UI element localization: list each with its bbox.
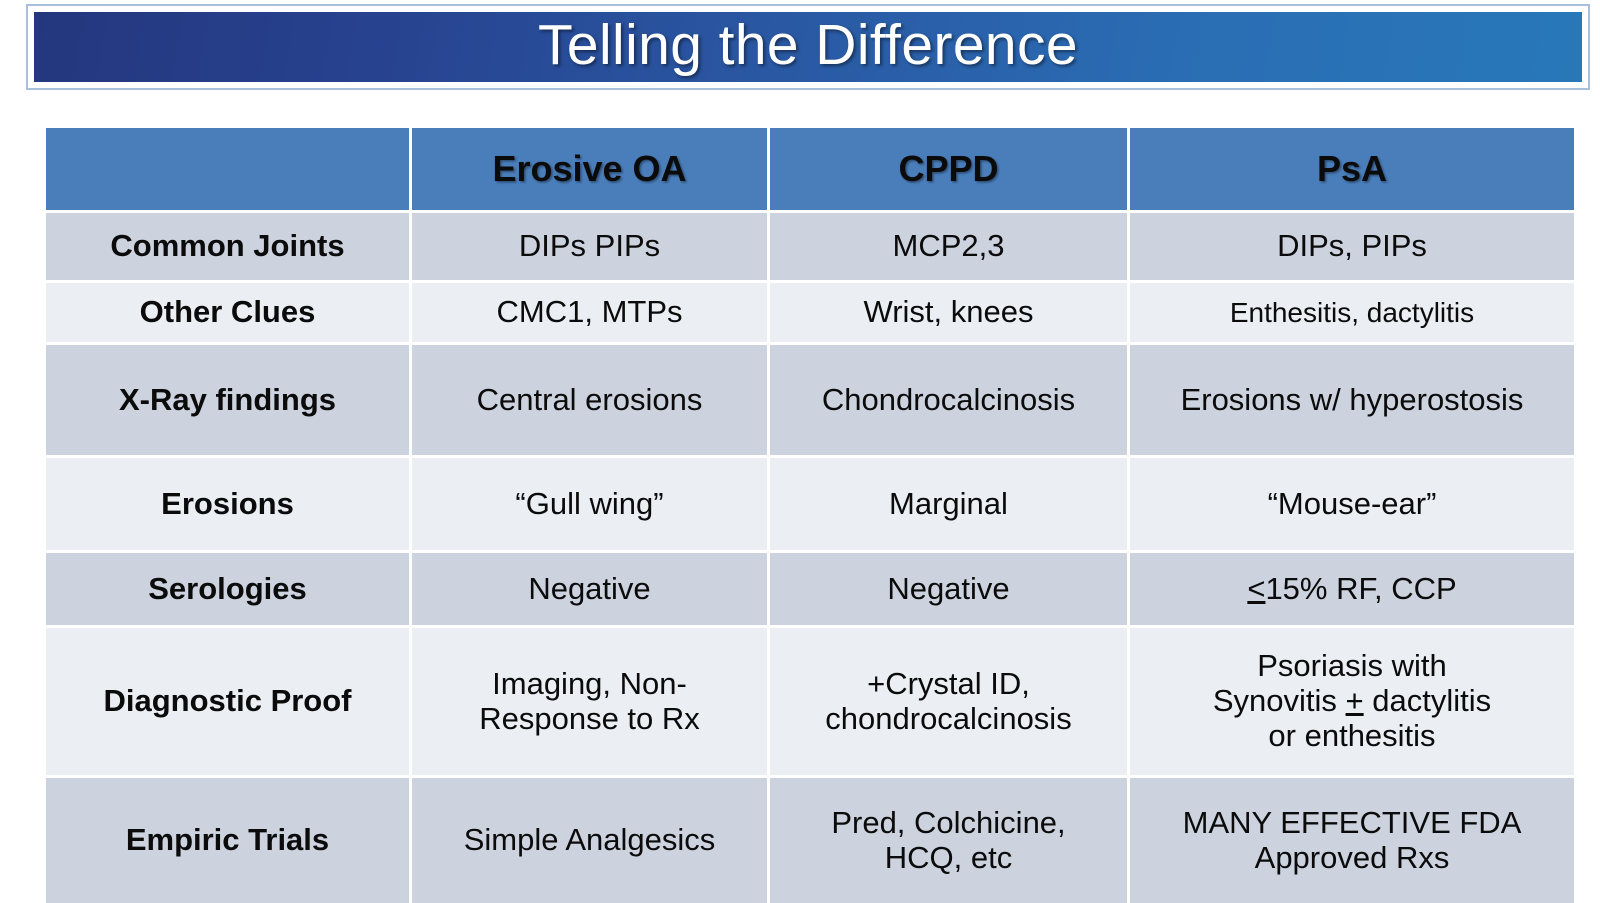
cell-xray-findings-cppd: Chondrocalcinosis: [770, 345, 1130, 458]
cell-common-joints-psa: DIPs, PIPs: [1130, 213, 1574, 283]
diagnostic-proof-psa-line3: or enthesitis: [1268, 717, 1436, 753]
row-label-common-joints: Common Joints: [46, 213, 412, 283]
table-header: Erosive OA CPPD PsA: [46, 128, 1574, 213]
table-row: Common Joints DIPs PIPs MCP2,3 DIPs, PIP…: [46, 213, 1574, 283]
table-body: Common Joints DIPs PIPs MCP2,3 DIPs, PIP…: [46, 213, 1574, 903]
table-row: Diagnostic Proof Imaging, Non-Response t…: [46, 628, 1574, 778]
serologies-psa-text: 15% RF, CCP: [1265, 570, 1457, 606]
diagnostic-proof-psa-line2: Synovitis + dactylitis: [1138, 683, 1566, 719]
cell-other-clues-erosive-oa: CMC1, MTPs: [412, 283, 770, 345]
psa-line2-prefix: Synovitis: [1212, 683, 1346, 719]
page-title: Telling the Difference: [537, 12, 1079, 77]
slide-title-gradient: Telling the Difference: [34, 12, 1582, 82]
table-row: Other Clues CMC1, MTPs Wrist, knees Enth…: [46, 283, 1574, 345]
cell-other-clues-cppd: Wrist, knees: [770, 283, 1130, 345]
cell-serologies-erosive-oa: Negative: [412, 553, 770, 628]
table-header-row: Erosive OA CPPD PsA: [46, 128, 1574, 213]
row-label-empiric-trials: Empiric Trials: [46, 778, 412, 903]
table-header-psa: PsA: [1130, 128, 1574, 213]
diagnostic-proof-oa-text: Imaging, Non-Response to Rx: [479, 665, 700, 736]
table-header-cppd: CPPD: [770, 128, 1130, 213]
cell-empiric-trials-psa: MANY EFFECTIVE FDA Approved Rxs: [1130, 778, 1574, 903]
diagnostic-proof-psa-line1: Psoriasis with: [1257, 648, 1447, 684]
row-label-erosions: Erosions: [46, 458, 412, 553]
table-row: X-Ray findings Central erosions Chondroc…: [46, 345, 1574, 458]
cell-other-clues-psa: Enthesitis, dactylitis: [1130, 283, 1574, 345]
cell-diagnostic-proof-psa: Psoriasis with Synovitis + dactylitis or…: [1130, 628, 1574, 778]
cell-serologies-psa: <15% RF, CCP: [1130, 553, 1574, 628]
diagnostic-proof-cppd-text: +Crystal ID, chondrocalcinosis: [825, 665, 1072, 736]
cell-serologies-cppd: Negative: [770, 553, 1130, 628]
comparison-table: Erosive OA CPPD PsA Common Joints DIPs P…: [46, 128, 1574, 903]
cell-erosions-erosive-oa: “Gull wing”: [412, 458, 770, 553]
cell-empiric-trials-cppd: Pred, Colchicine, HCQ, etc: [770, 778, 1130, 903]
cell-xray-findings-psa: Erosions w/ hyperostosis: [1130, 345, 1574, 458]
psa-line2-suffix: dactylitis: [1363, 683, 1492, 719]
cell-common-joints-erosive-oa: DIPs PIPs: [412, 213, 770, 283]
empiric-trials-cppd-text: Pred, Colchicine, HCQ, etc: [831, 804, 1066, 875]
psa-plus-minus-symbol: +: [1345, 683, 1364, 719]
row-label-diagnostic-proof: Diagnostic Proof: [46, 628, 412, 778]
table-row: Serologies Negative Negative <15% RF, CC…: [46, 553, 1574, 628]
table-header-erosive-oa: Erosive OA: [412, 128, 770, 213]
cell-erosions-cppd: Marginal: [770, 458, 1130, 553]
table-row: Empiric Trials Simple Analgesics Pred, C…: [46, 778, 1574, 903]
cell-erosions-psa: “Mouse-ear”: [1130, 458, 1574, 553]
table-header-corner: [46, 128, 412, 213]
table-row: Erosions “Gull wing” Marginal “Mouse-ear…: [46, 458, 1574, 553]
slide-title-banner: Telling the Difference: [26, 4, 1590, 90]
cell-diagnostic-proof-cppd: +Crystal ID, chondrocalcinosis: [770, 628, 1130, 778]
row-label-xray-findings: X-Ray findings: [46, 345, 412, 458]
cell-xray-findings-erosive-oa: Central erosions: [412, 345, 770, 458]
serologies-lte-symbol: <: [1247, 570, 1266, 606]
cell-empiric-trials-erosive-oa: Simple Analgesics: [412, 778, 770, 903]
cell-diagnostic-proof-erosive-oa: Imaging, Non-Response to Rx: [412, 628, 770, 778]
row-label-other-clues: Other Clues: [46, 283, 412, 345]
row-label-serologies: Serologies: [46, 553, 412, 628]
empiric-trials-psa-text: MANY EFFECTIVE FDA Approved Rxs: [1182, 804, 1522, 875]
cell-common-joints-cppd: MCP2,3: [770, 213, 1130, 283]
